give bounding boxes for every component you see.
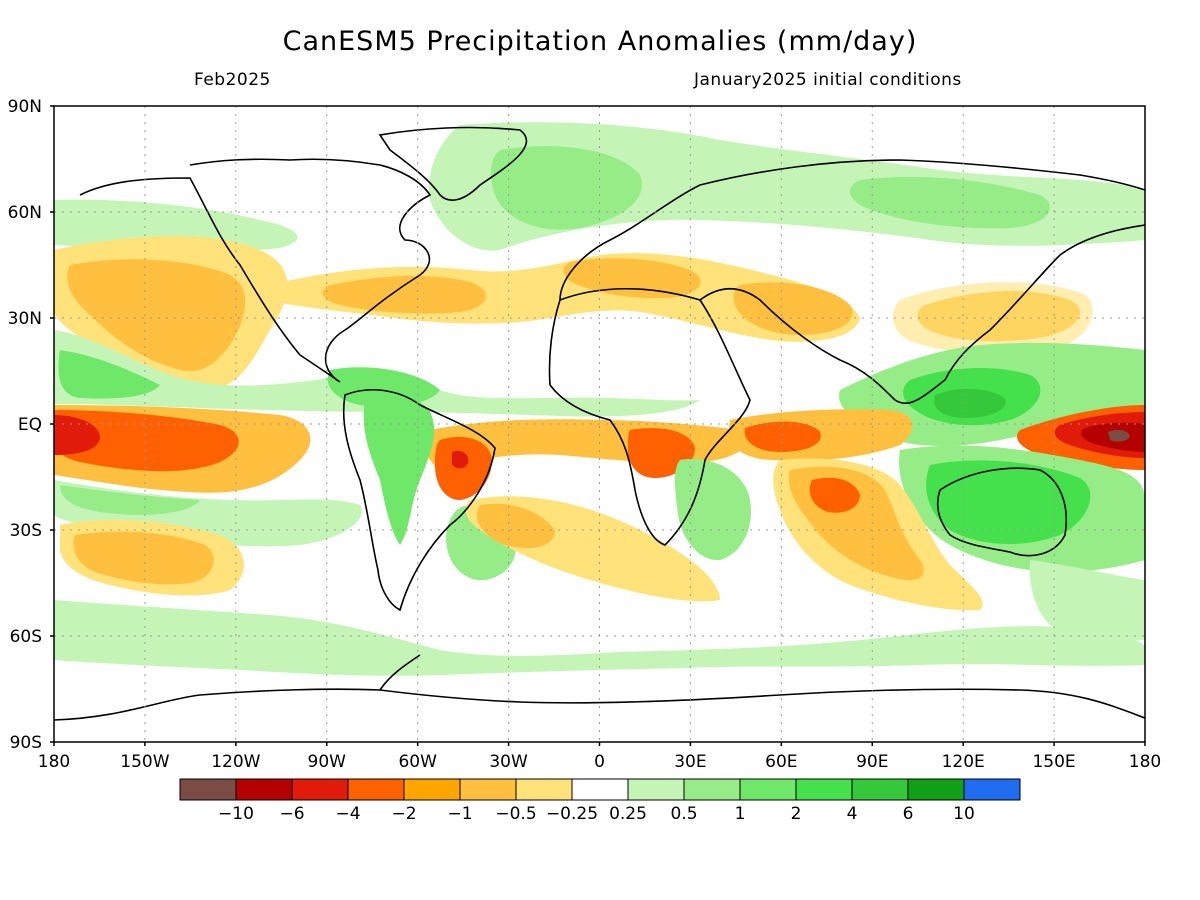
- colorbar-swatch: [235, 778, 293, 801]
- dry-core-brazil: [435, 436, 492, 500]
- wet-band-southern-ocean-east: [1029, 560, 1145, 640]
- coast-greenland: [378, 126, 528, 201]
- colorbar-swatch: [347, 778, 405, 801]
- lon-tick-label: 90E: [856, 752, 888, 772]
- wet-region-southern-africa: [674, 459, 751, 561]
- lon-tick-label: 60E: [765, 752, 797, 772]
- lon-tick-label: 120E: [942, 752, 985, 772]
- latitude-axis: 90N 60N 30N EQ 30S 60S 90S: [8, 97, 54, 753]
- colorbar-swatch: [403, 778, 461, 801]
- dry-band-north-pacific-inner: [67, 259, 246, 372]
- colorbar-swatch: [907, 778, 965, 801]
- colorbar-tick-label: 0.5: [670, 804, 697, 824]
- colorbar-swatch: [627, 778, 685, 801]
- wet-band-southern-ocean: [54, 600, 1145, 676]
- colorbar-swatch: [459, 778, 517, 801]
- colorbar-swatch: [571, 778, 629, 801]
- colorbar-swatch: [851, 778, 909, 801]
- coast-africa: [548, 288, 751, 546]
- colorbar-tick-label: 4: [847, 804, 858, 824]
- wet-patch-north-atlantic: [490, 146, 642, 230]
- lat-tick-label: 60N: [8, 203, 42, 223]
- wet-patch-caribbean: [327, 367, 440, 407]
- lat-tick-label: EQ: [18, 415, 42, 435]
- colorbar-tick-label: −6: [279, 804, 304, 824]
- lon-tick-label: 180: [38, 752, 70, 772]
- coast-antarctic-peninsula: [379, 654, 421, 691]
- colorbar-tick-label: −10: [218, 804, 254, 824]
- colorbar-swatch: [683, 778, 741, 801]
- lat-tick-label: 90N: [8, 97, 42, 117]
- lon-tick-label: 0: [594, 752, 605, 772]
- lon-tick-label: 150W: [120, 752, 169, 772]
- dry-patch-south-atlantic: [476, 503, 555, 549]
- forecast-month-label: Feb2025: [194, 70, 271, 90]
- colorbar-swatch: [739, 778, 797, 801]
- dry-patch-mediterranean: [563, 258, 701, 299]
- lon-tick-label: 90W: [308, 752, 347, 772]
- lat-tick-label: 30N: [8, 309, 42, 329]
- lon-tick-label: 30W: [489, 752, 528, 772]
- colorbar: [179, 778, 1021, 801]
- colorbar-swatch: [963, 778, 1021, 801]
- wet-patch-siberia: [849, 176, 1050, 229]
- lon-tick-label: 120W: [211, 752, 260, 772]
- dry-core-brazil-inner: [452, 450, 469, 469]
- colorbar-tick-label: −2: [391, 804, 416, 824]
- dry-patch-east-asia-outer: [893, 282, 1093, 354]
- coast-antarctica: [54, 688, 1145, 721]
- init-conditions-label: January2025 initial conditions: [694, 70, 962, 90]
- coast-eurasia: [559, 159, 1145, 405]
- dry-extreme-west-pacific: [1108, 429, 1130, 442]
- dry-core-south-indian: [809, 477, 860, 513]
- coast-australia: [936, 467, 1067, 557]
- dry-band-equatorial-pacific-mid: [54, 410, 239, 472]
- colorbar-swatch: [515, 778, 573, 801]
- grid: [54, 106, 1145, 742]
- coastlines: [54, 126, 1145, 721]
- dry-patch-southwest-asia: [733, 282, 853, 335]
- wet-band-north-pacific: [54, 199, 298, 252]
- lon-tick-label: 60W: [398, 752, 437, 772]
- colorbar-tick-label: 1: [735, 804, 746, 824]
- dry-core-indian-ocean: [744, 421, 821, 452]
- dry-core-equatorial-pacific: [54, 415, 100, 455]
- lon-tick-label: 180: [1129, 752, 1161, 772]
- colorbar-tick-label: −0.5: [495, 804, 536, 824]
- colorbar-tick-label: 10: [953, 804, 975, 824]
- longitude-axis: 180 150W 120W 90W 60W 30W 0 30E 60E 90E 120E 150E 18…: [38, 742, 1161, 772]
- coast-north-america: [79, 158, 432, 383]
- colorbar-tick-label: 2: [791, 804, 802, 824]
- colorbar-tick-label: −0.25: [546, 804, 598, 824]
- map-title: CanESM5 Precipitation Anomalies (mm/day): [282, 26, 918, 57]
- wet-region-australia: [926, 460, 1091, 545]
- wet-patch-east-pacific-core: [58, 350, 160, 399]
- wet-region-south-america: [363, 394, 435, 545]
- colorbar-tick-label: 6: [903, 804, 914, 824]
- lon-tick-label: 30E: [674, 752, 706, 772]
- dry-band-south-pacific: [73, 531, 214, 585]
- anomaly-field: [54, 122, 1145, 676]
- colorbar-labels: −10 −6 −4 −2 −1 −0.5 −0.25 0.25 0.5 1 2 4 6 10: [218, 804, 975, 824]
- colorbar-swatch: [291, 778, 349, 801]
- colorbar-swatch: [795, 778, 853, 801]
- colorbar-tick-label: 0.25: [609, 804, 647, 824]
- dry-band-north-atlantic-inner: [322, 275, 487, 314]
- wet-core-maritime-continent-strong: [934, 388, 1006, 418]
- wet-patch-south-pacific: [60, 485, 200, 515]
- lon-tick-label: 150E: [1032, 752, 1075, 772]
- colorbar-tick-label: −4: [335, 804, 360, 824]
- wet-band-east-pacific: [54, 330, 700, 417]
- lat-tick-label: 60S: [10, 627, 42, 647]
- coast-south-america: [342, 389, 496, 612]
- lat-tick-label: 90S: [10, 733, 42, 753]
- colorbar-swatch: [179, 778, 237, 801]
- lat-tick-label: 30S: [10, 521, 42, 541]
- colorbar-tick-label: −1: [447, 804, 472, 824]
